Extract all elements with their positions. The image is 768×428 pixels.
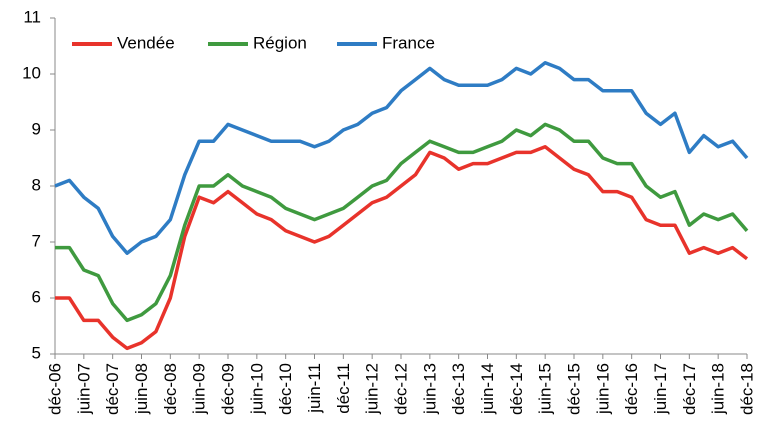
y-tick-label: 8 [32,175,41,194]
legend-label: Vendée [117,33,175,52]
x-tick-label: juin-14 [478,363,497,415]
x-tick-label: déc-10 [276,363,295,415]
series-line [55,122,749,323]
y-tick-label: 5 [32,343,41,362]
x-tick-label: juin-09 [190,363,209,415]
series-line [54,61,749,255]
legend-label: Région [253,33,307,52]
y-tick-label: 6 [32,287,41,306]
x-tick-label: déc-09 [219,363,238,415]
x-tick-label: juin-16 [593,363,612,415]
x-tick-label: déc-18 [738,363,757,415]
x-tick-label: déc-14 [507,363,526,415]
x-tick-label: juin-11 [305,363,324,414]
x-tick-label: juin-10 [247,363,266,415]
legend-label: France [382,33,435,52]
x-tick-label: déc-13 [449,363,468,415]
x-tick-label: déc-06 [46,363,65,415]
x-tick-label: juin-15 [536,363,555,415]
x-tick-label: déc-11 [334,363,353,414]
x-tick-label: déc-07 [103,363,122,415]
x-tick-label: déc-16 [622,363,641,415]
x-tick-label: juin-13 [420,363,439,415]
y-tick-label: 11 [23,7,41,26]
x-tick-label: juin-17 [651,363,670,415]
y-tick-label: 10 [22,63,41,82]
series-line [55,145,749,351]
x-tick-label: juin-18 [709,363,728,415]
x-tick-label: juin-08 [132,363,151,415]
y-tick-label: 7 [32,231,41,250]
x-tick-label: déc-08 [161,363,180,415]
x-tick-label: déc-12 [392,363,411,415]
x-tick-label: juin-07 [74,363,93,415]
y-tick-label: 9 [32,119,41,138]
x-tick-label: juin-12 [363,363,382,415]
x-tick-label: déc-15 [565,363,584,415]
x-tick-label: déc-17 [680,363,699,415]
